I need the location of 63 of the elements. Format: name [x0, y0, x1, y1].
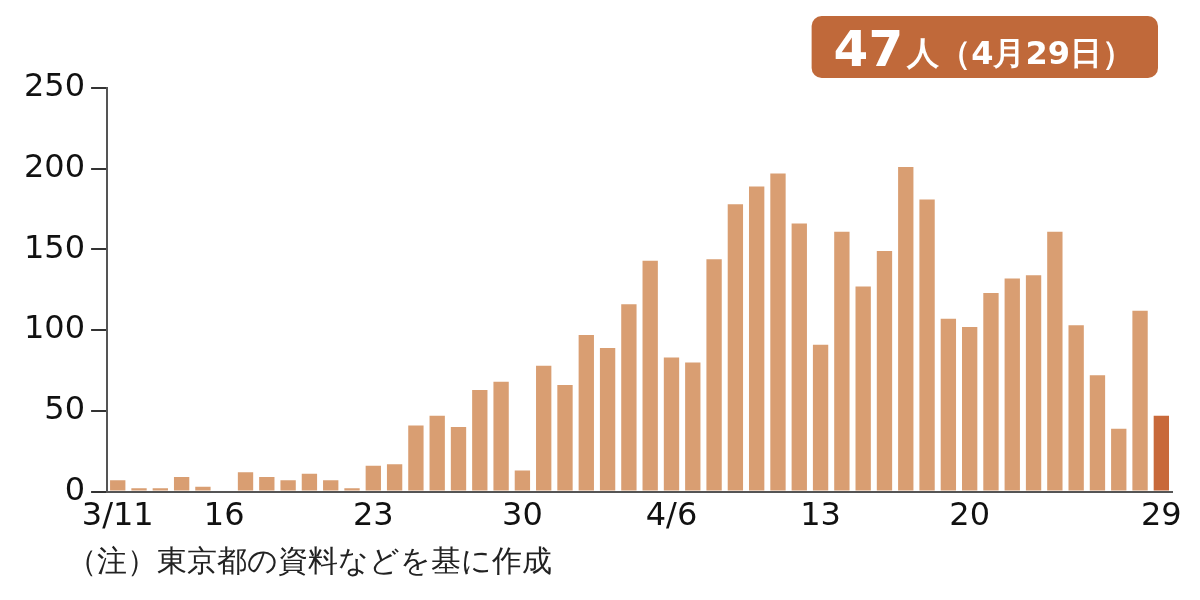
x-tick-label: 13 [800, 495, 841, 534]
bar [429, 415, 445, 491]
bar [812, 344, 829, 491]
bar [259, 477, 275, 491]
bar [1153, 415, 1170, 491]
x-tick-label: 29 [1140, 495, 1182, 534]
y-tick-label: 150 [24, 227, 86, 266]
bar [131, 488, 147, 491]
bar [280, 480, 296, 491]
bar [1111, 428, 1127, 491]
bar [450, 427, 467, 491]
bar [472, 389, 488, 491]
bar [962, 326, 978, 491]
y-tick-label: 250 [24, 66, 86, 105]
bar [749, 186, 765, 491]
bar [386, 464, 403, 491]
bar [770, 173, 786, 491]
x-tick-label: 16 [203, 495, 245, 534]
bar [365, 465, 381, 491]
bar [663, 357, 680, 491]
bar [1025, 275, 1042, 491]
bar [642, 260, 658, 491]
bar [1004, 278, 1020, 491]
bar [876, 251, 893, 491]
bar [855, 286, 871, 491]
bar [557, 385, 573, 491]
bar [1068, 325, 1084, 491]
bar [685, 362, 701, 491]
bar [983, 293, 999, 491]
bar [237, 472, 254, 491]
bar [493, 381, 509, 491]
bar [940, 318, 957, 491]
bar [344, 488, 360, 491]
x-tick-label: 4/6 [645, 495, 698, 534]
bar [110, 480, 126, 491]
bar [514, 470, 531, 491]
bar [578, 335, 594, 491]
y-tick-label: 100 [24, 308, 86, 347]
bar [536, 365, 552, 491]
bar [408, 425, 424, 491]
bar [301, 473, 318, 491]
bar [1047, 231, 1063, 491]
bar [323, 480, 339, 491]
y-tick-label: 50 [44, 389, 86, 428]
bar [706, 259, 722, 491]
bar [1132, 310, 1148, 491]
bar [1089, 375, 1106, 491]
bar [898, 167, 914, 491]
x-tick-label: 30 [502, 495, 543, 534]
text: 47人（4月29日） [833, 20, 1134, 78]
bar [791, 223, 807, 491]
x-tick-label: 20 [949, 495, 991, 534]
text: （注）東京都の資料などを基に作成 [67, 542, 553, 578]
bar [173, 477, 190, 491]
bar [834, 231, 850, 491]
bar [152, 488, 168, 491]
bar [195, 486, 211, 491]
x-tick-label: 23 [352, 495, 394, 534]
bar [599, 347, 616, 491]
bar [727, 204, 744, 491]
bar [621, 304, 637, 491]
y-tick-label: 200 [24, 147, 86, 186]
bar [919, 199, 935, 491]
